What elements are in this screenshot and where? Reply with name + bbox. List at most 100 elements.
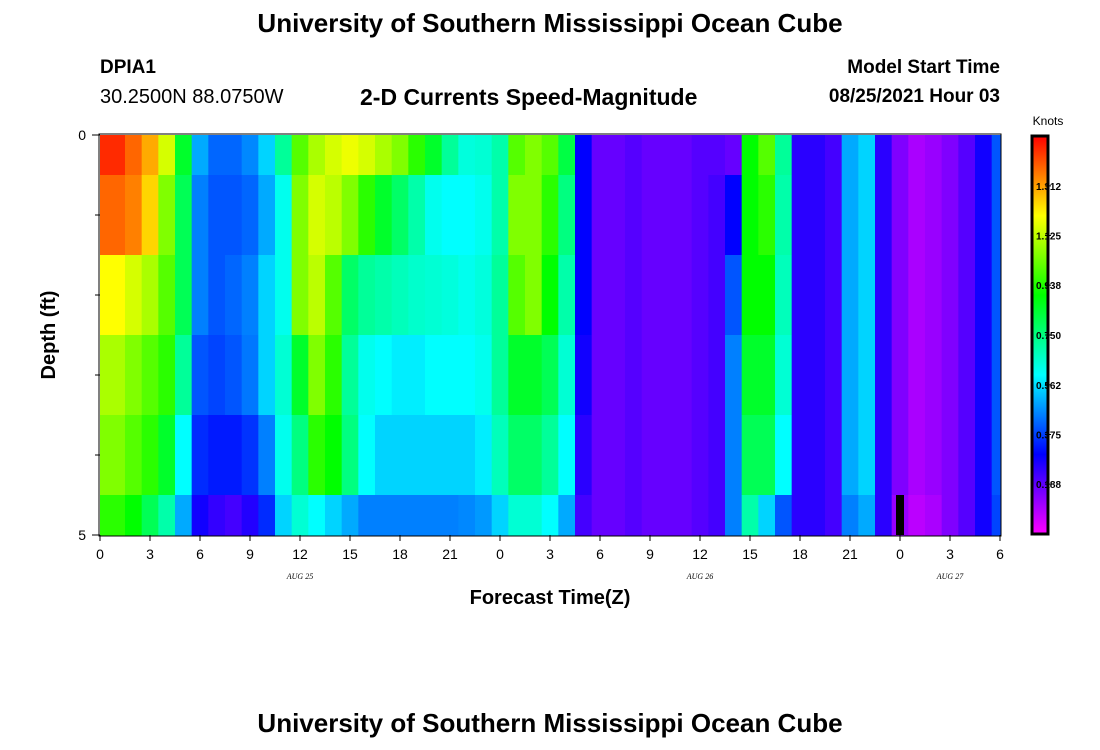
heatmap-cell — [375, 495, 393, 536]
heatmap-cell — [825, 495, 843, 536]
heatmap-cell — [225, 175, 243, 256]
heatmap-cell — [175, 415, 193, 496]
x-tick-label: 9 — [646, 546, 654, 562]
heatmap-cell — [825, 175, 843, 256]
heatmap-cell — [358, 175, 376, 256]
heatmap-cell — [708, 495, 726, 536]
x-tick-label: 21 — [842, 546, 858, 562]
heatmap-cell — [525, 495, 543, 536]
heatmap-cell — [941, 495, 959, 536]
heatmap-cell — [175, 495, 193, 536]
model-start-value: 08/25/2021 Hour 03 — [828, 86, 1000, 107]
heatmap-cell — [608, 175, 626, 256]
heatmap-cell — [741, 415, 759, 496]
heatmap-cell — [208, 335, 226, 416]
heatmap-cell — [191, 415, 209, 496]
heatmap-cell — [291, 415, 309, 496]
footer-title: University of Southern Mississippi Ocean… — [257, 708, 843, 738]
heatmap-cell — [408, 335, 426, 416]
heatmap-cell — [725, 335, 743, 416]
heatmap-cell — [908, 175, 926, 256]
heatmap-cell — [791, 495, 809, 536]
heatmap-cell — [625, 255, 643, 336]
heatmap-cell — [908, 335, 926, 416]
heatmap-cell — [675, 255, 693, 336]
heatmap-cell — [758, 415, 776, 496]
heatmap-cell — [325, 175, 343, 256]
heatmap-cell — [575, 335, 593, 416]
heatmap-cell — [958, 495, 976, 536]
heatmap-cell — [741, 255, 759, 336]
heatmap-cell — [408, 415, 426, 496]
heatmap-cell — [858, 495, 876, 536]
heatmap-cell — [808, 415, 826, 496]
heatmap-cell — [475, 495, 493, 536]
heatmap-cell — [458, 175, 476, 256]
heatmap-cell — [575, 495, 593, 536]
heatmap-cell — [641, 335, 659, 416]
x-tick-label: 18 — [392, 546, 408, 562]
heatmap-cell — [808, 495, 826, 536]
heatmap-cell — [958, 255, 976, 336]
chart-title: University of Southern Mississippi Ocean… — [257, 8, 843, 38]
heatmap-cell — [258, 415, 276, 496]
heatmap-cell — [158, 495, 176, 536]
heatmap-cell — [425, 255, 443, 336]
heatmap-cell — [941, 335, 959, 416]
heatmap-cell — [291, 175, 309, 256]
date-label: AUG 25 — [286, 572, 313, 581]
heatmap-cell — [158, 415, 176, 496]
heatmap-cell — [591, 415, 609, 496]
heatmap-cell — [275, 335, 293, 416]
heatmap-cell — [408, 135, 426, 176]
heatmap-cell — [675, 335, 693, 416]
heatmap-cell — [675, 135, 693, 176]
x-tick-label: 0 — [496, 546, 504, 562]
colorbar-tick-label: 1.125 — [1036, 232, 1061, 243]
heatmap-cell — [891, 255, 909, 336]
heatmap-cell — [658, 135, 676, 176]
heatmap-cell — [125, 495, 143, 536]
heatmap-cell — [341, 175, 359, 256]
heatmap-cell — [375, 135, 393, 176]
heatmap-cell — [100, 335, 109, 416]
heatmap-cell — [525, 415, 543, 496]
heatmap-cell — [100, 135, 109, 176]
heatmap-cell — [275, 415, 293, 496]
heatmap-cell — [858, 135, 876, 176]
heatmap-cell — [708, 415, 726, 496]
heatmap-cell — [608, 495, 626, 536]
heatmap-cell — [558, 415, 576, 496]
heatmap-cell — [341, 255, 359, 336]
heatmap-cell — [691, 335, 709, 416]
heatmap-cell — [275, 135, 293, 176]
heatmap-cell — [241, 175, 259, 256]
heatmap-cell — [608, 335, 626, 416]
heatmap-cell — [125, 175, 143, 256]
heatmap-cell — [775, 175, 793, 256]
heatmap-cell — [825, 415, 843, 496]
heatmap-cell — [358, 415, 376, 496]
x-tick-label: 6 — [596, 546, 604, 562]
heatmap-cell — [725, 175, 743, 256]
heatmap-cell — [100, 415, 109, 496]
heatmap-cell — [508, 135, 526, 176]
y-axis-label: Depth (ft) — [38, 291, 60, 380]
heatmap-cell — [100, 175, 109, 256]
date-label: AUG 27 — [936, 572, 964, 581]
heatmap-cell — [975, 135, 993, 176]
heatmap-cell — [758, 135, 776, 176]
station-coordinates: 30.2500N 88.0750W — [100, 86, 284, 108]
heatmap-cell — [525, 135, 543, 176]
heatmap-cell — [325, 495, 343, 536]
heatmap-cell — [508, 255, 526, 336]
heatmap-cell — [191, 255, 209, 336]
heatmap-cell — [425, 495, 443, 536]
heatmap-cell — [841, 415, 859, 496]
heatmap-cell — [908, 415, 926, 496]
heatmap-cell — [641, 175, 659, 256]
heatmap-cell — [275, 495, 293, 536]
heatmap-cell — [658, 255, 676, 336]
heatmap-cell — [791, 255, 809, 336]
heatmap-cell — [258, 135, 276, 176]
